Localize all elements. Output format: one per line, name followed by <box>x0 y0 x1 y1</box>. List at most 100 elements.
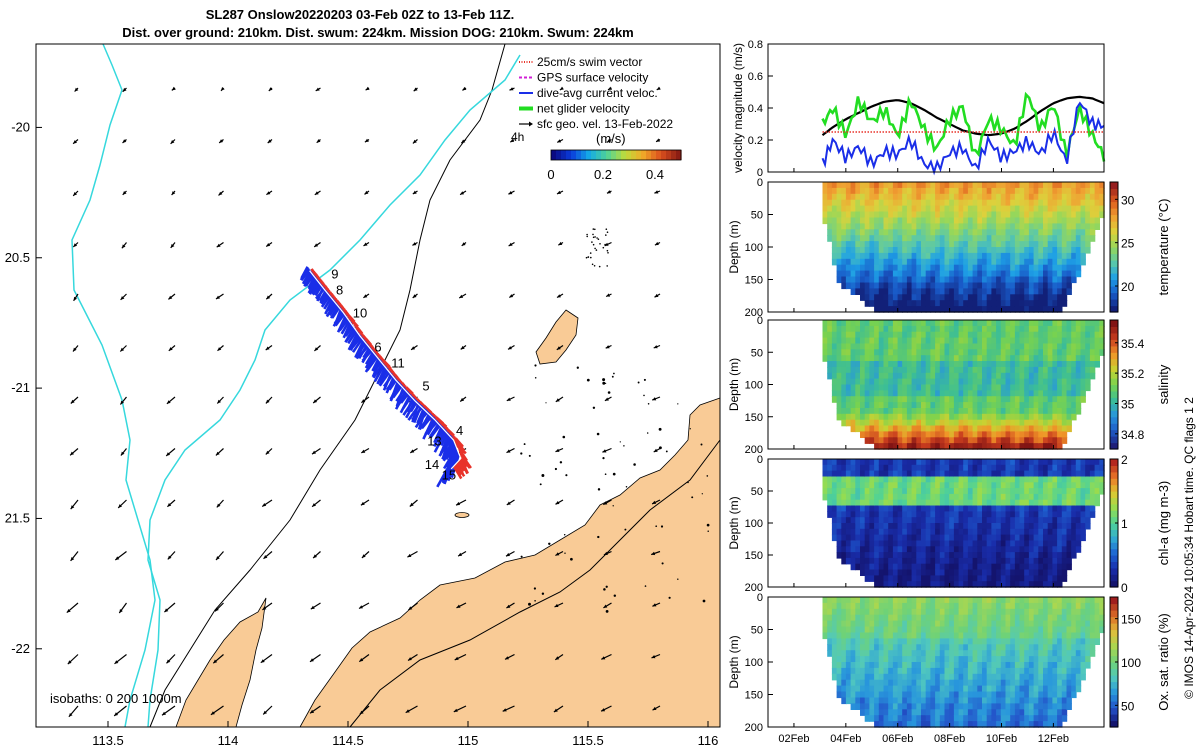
section-cell <box>1019 325 1025 333</box>
section-cell <box>906 182 913 189</box>
section-cell <box>944 211 950 219</box>
section-cell <box>1043 193 1049 201</box>
section-cell <box>921 372 927 380</box>
section-cell <box>1061 488 1068 495</box>
section-cell <box>855 378 861 386</box>
section-cell <box>935 366 941 374</box>
section-cell <box>1052 419 1058 427</box>
section-cell <box>1019 211 1025 219</box>
section-cell <box>982 563 988 571</box>
section-cell <box>935 667 941 675</box>
section-cell <box>860 241 866 248</box>
section-cell <box>1071 378 1077 386</box>
section-cell <box>982 464 988 472</box>
section-cell <box>939 282 946 290</box>
section-cell <box>1080 528 1086 536</box>
section-cell <box>949 258 955 266</box>
section-cell <box>1043 569 1049 576</box>
section-cell <box>1028 464 1035 472</box>
section-cell <box>911 697 917 705</box>
section-cell <box>911 384 917 392</box>
section-cell <box>860 499 866 507</box>
section-cell <box>860 523 866 530</box>
section-cell <box>1014 476 1021 483</box>
geo-vector-head <box>652 603 657 607</box>
section-cell <box>930 199 936 207</box>
section-cell <box>916 464 922 472</box>
section-cell <box>869 488 875 495</box>
section-cell <box>860 211 866 219</box>
section-cell <box>1099 337 1105 345</box>
section-cell <box>822 211 828 219</box>
section-cell <box>982 294 988 301</box>
section-cell <box>996 223 1002 230</box>
section-cell <box>1010 505 1016 512</box>
section-cell <box>902 679 908 687</box>
current-vector <box>358 344 370 357</box>
section-cell <box>878 709 885 716</box>
section-cell <box>902 662 908 669</box>
section-cell <box>892 476 899 483</box>
section-cell <box>1043 482 1049 489</box>
current-vector <box>311 282 323 296</box>
section-colorbar-cell <box>1110 339 1118 347</box>
section-cell <box>930 685 936 693</box>
section-cell <box>1085 241 1091 248</box>
section-cell <box>972 320 978 327</box>
section-cell <box>1028 241 1035 248</box>
section-cell <box>996 258 1002 266</box>
section-cell <box>911 459 917 466</box>
section-cell <box>949 288 955 295</box>
section-colorbar-cell <box>1110 523 1118 530</box>
section-cell <box>892 620 899 628</box>
section-cell <box>930 459 936 466</box>
reef-dot <box>533 587 537 590</box>
section-cell <box>911 673 917 681</box>
section-cell <box>1010 581 1016 588</box>
section-cell <box>850 390 856 397</box>
section-cell <box>930 437 936 444</box>
section-cell <box>1010 320 1016 327</box>
section-cell <box>1000 241 1007 248</box>
section-cell <box>1038 384 1044 392</box>
section-cell <box>944 581 950 588</box>
section-cell <box>939 557 946 565</box>
section-cell <box>1066 390 1072 397</box>
reef-dot <box>597 488 601 491</box>
section-cell <box>850 459 856 466</box>
section-cell <box>1014 372 1021 380</box>
section-cell <box>1028 270 1035 278</box>
section-cell <box>1066 413 1072 421</box>
section-colorbar-cell <box>1110 188 1118 196</box>
section-cell <box>935 229 941 236</box>
section-cell <box>836 540 842 547</box>
section-cell <box>1014 396 1021 403</box>
section-cell <box>1024 528 1030 536</box>
section-cell <box>1028 366 1035 374</box>
section-cell <box>892 721 899 728</box>
section-cell <box>944 482 950 489</box>
section-cell <box>845 602 852 610</box>
section-cell <box>841 325 847 333</box>
section-cell <box>996 349 1002 356</box>
section-cell <box>916 656 922 663</box>
section-cell <box>1043 408 1049 415</box>
section-cell <box>1033 276 1039 284</box>
section-cell <box>841 182 847 189</box>
section-cell <box>916 626 922 634</box>
section-cell <box>1075 223 1082 230</box>
section-cell <box>916 396 922 403</box>
section-cell <box>925 697 932 705</box>
section-cell <box>1033 569 1039 576</box>
section-cell <box>836 229 842 236</box>
section-cell <box>874 662 880 669</box>
section-cell <box>925 597 932 604</box>
section-cell <box>836 685 842 693</box>
section-cell <box>883 608 889 616</box>
section-cell <box>967 211 974 219</box>
section-cell <box>963 182 969 189</box>
section-cell <box>878 325 885 333</box>
section-cell <box>1014 223 1021 230</box>
section-cell <box>1085 235 1091 242</box>
section-cell <box>855 384 861 392</box>
